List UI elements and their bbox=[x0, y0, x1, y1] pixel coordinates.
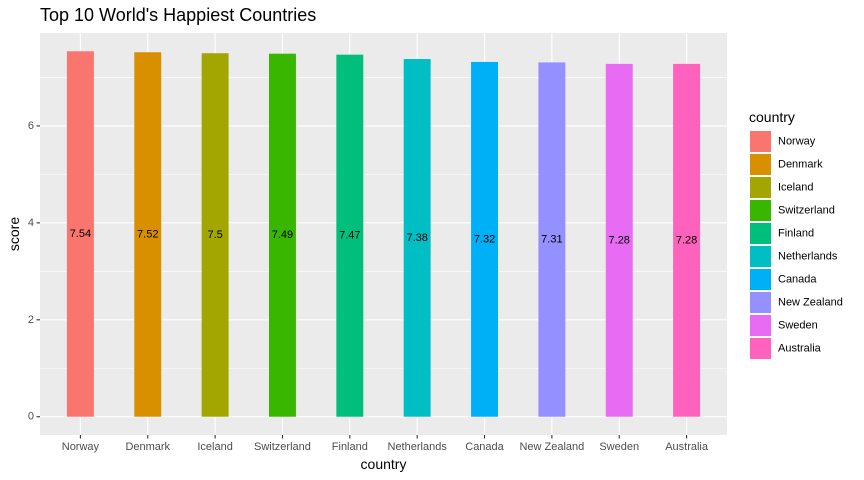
bar-finland bbox=[336, 54, 364, 417]
x-tick-label: Norway bbox=[62, 441, 100, 453]
bar-australia bbox=[673, 63, 701, 417]
x-tick-label: Canada bbox=[465, 441, 504, 453]
data-label: 7.28 bbox=[609, 234, 630, 246]
legend-label: Finland bbox=[778, 228, 814, 240]
bar-canada bbox=[471, 61, 498, 417]
chart-title: Top 10 World's Happiest Countries bbox=[40, 5, 316, 25]
legend-key bbox=[750, 338, 771, 359]
legend-label: Norway bbox=[778, 136, 816, 148]
legend-key bbox=[750, 200, 771, 221]
legend-label: Sweden bbox=[778, 320, 818, 332]
legend-key bbox=[750, 246, 771, 267]
legend-key bbox=[750, 154, 771, 175]
data-label: 7.49 bbox=[272, 229, 293, 241]
x-tick-label: Sweden bbox=[599, 441, 639, 453]
bar-new-zealand bbox=[538, 62, 566, 417]
legend-key bbox=[750, 223, 771, 244]
y-tick-label: 4 bbox=[28, 217, 34, 229]
bar-iceland bbox=[201, 53, 229, 417]
bar-netherlands bbox=[403, 59, 431, 417]
legend-title: country bbox=[749, 109, 795, 125]
data-label: 7.28 bbox=[676, 234, 697, 246]
data-label: 7.54 bbox=[70, 228, 91, 240]
legend-key bbox=[750, 131, 771, 152]
x-tick-label: Netherlands bbox=[388, 441, 448, 453]
x-tick-label: Denmark bbox=[125, 441, 170, 453]
x-tick-label: Iceland bbox=[197, 441, 232, 453]
data-label: 7.31 bbox=[541, 234, 562, 246]
legend-key bbox=[750, 177, 771, 198]
legend: country Norway Denmark Iceland Switzerland F… bbox=[749, 109, 843, 359]
bar-sweden bbox=[605, 63, 633, 417]
bar-norway bbox=[66, 51, 94, 417]
data-label: 7.38 bbox=[406, 232, 427, 244]
x-tick-label: New Zealand bbox=[519, 441, 584, 453]
bars bbox=[66, 51, 701, 417]
bar-switzerland bbox=[269, 53, 296, 417]
x-axis: Norway Denmark Iceland Switzerland Finland Ne… bbox=[62, 435, 709, 453]
legend-label: Australia bbox=[778, 343, 822, 355]
y-tick-label: 6 bbox=[28, 120, 34, 132]
legend-key bbox=[750, 292, 771, 313]
legend-label: Denmark bbox=[778, 159, 823, 171]
x-axis-title: country bbox=[361, 456, 407, 472]
y-axis-title: score bbox=[6, 217, 22, 251]
x-tick-label: Finland bbox=[332, 441, 368, 453]
data-label: 7.47 bbox=[339, 230, 360, 242]
data-label: 7.5 bbox=[207, 229, 222, 241]
legend-label: Switzerland bbox=[778, 205, 835, 217]
legend-label: Iceland bbox=[778, 182, 813, 194]
legend-label: Netherlands bbox=[778, 251, 838, 263]
legend-key bbox=[750, 269, 771, 290]
data-labels: 7.54 7.52 7.5 7.49 7.47 7.38 7.32 7.31 7.28 7.28 bbox=[70, 228, 698, 246]
data-label: 7.32 bbox=[474, 233, 495, 245]
bar-denmark bbox=[134, 52, 162, 417]
x-tick-label: Switzerland bbox=[254, 441, 311, 453]
legend-key bbox=[750, 315, 771, 336]
x-tick-label: Australia bbox=[665, 441, 709, 453]
y-tick-label: 0 bbox=[28, 411, 34, 423]
legend-label: New Zealand bbox=[778, 297, 843, 309]
legend-label: Canada bbox=[778, 274, 817, 286]
data-label: 7.52 bbox=[137, 228, 158, 240]
y-tick-label: 2 bbox=[28, 314, 34, 326]
y-axis: 0 2 4 6 bbox=[28, 120, 40, 423]
